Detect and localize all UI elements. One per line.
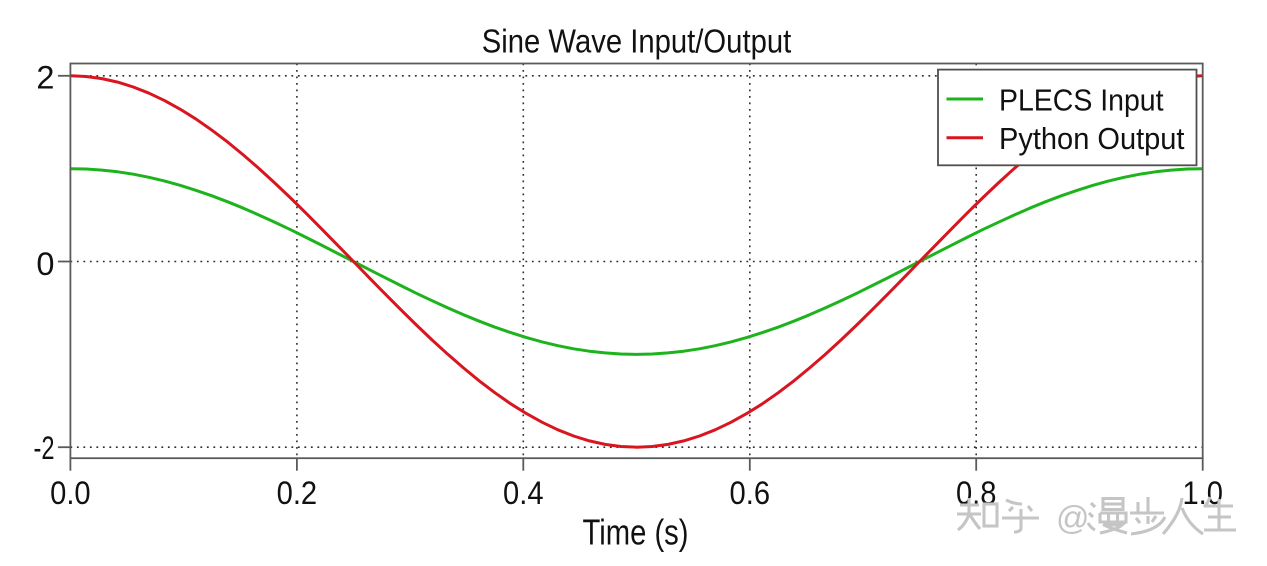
svg-text:0.2: 0.2	[277, 475, 318, 511]
svg-text:0: 0	[36, 246, 54, 282]
svg-text:-2: -2	[34, 430, 55, 466]
svg-text:@: @	[1056, 499, 1090, 536]
svg-text:0.6: 0.6	[730, 475, 771, 511]
svg-text:Time (s): Time (s)	[583, 511, 689, 552]
svg-text:PLECS Input: PLECS Input	[999, 83, 1164, 117]
svg-text:0.4: 0.4	[503, 475, 544, 511]
svg-text:Sine Wave Input/Output: Sine Wave Input/Output	[482, 23, 792, 60]
svg-text:2: 2	[36, 59, 54, 95]
svg-text:0.0: 0.0	[50, 475, 91, 511]
svg-text:Python Output: Python Output	[999, 122, 1185, 156]
